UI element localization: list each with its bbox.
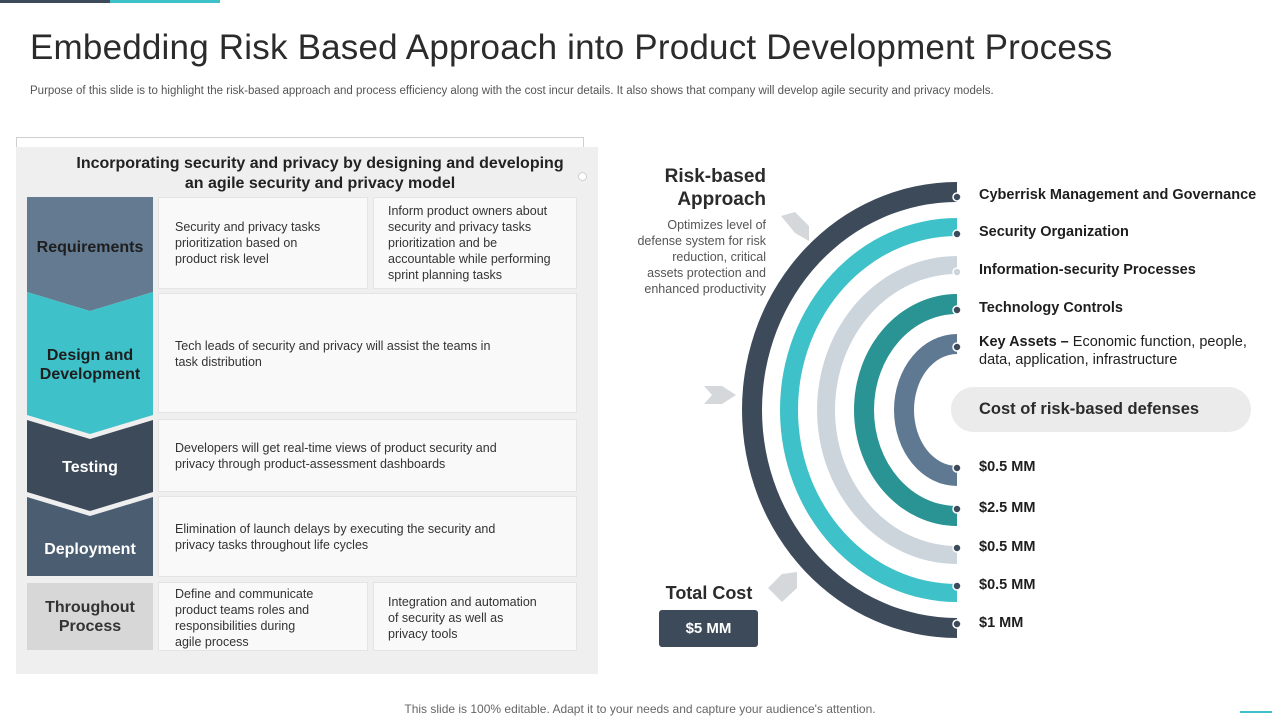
cell-text: Define and communicate — [175, 587, 314, 601]
panel-heading-line2: an agile security and privacy model — [184, 175, 456, 192]
layer-label-technology: Technology Controls — [979, 300, 1123, 316]
arc-infosec — [817, 256, 957, 564]
cell-throughout-b: Integration and automation of security a… — [373, 582, 577, 651]
cell-throughout-a: Define and communicate product teams rol… — [158, 582, 368, 651]
panel-heading-line1: Incorporating security and privacy by de… — [76, 155, 564, 172]
cell-text: sprint planning tasks — [388, 268, 502, 282]
cell-text: Tech leads of security and privacy will … — [175, 339, 491, 353]
stage-testing: Testing — [27, 446, 153, 488]
footer-accent-line — [1240, 711, 1272, 713]
desc-line: reduction, critical — [672, 250, 766, 264]
page-subtitle: Purpose of this slide is to highlight th… — [30, 85, 994, 97]
stage-throughout-label-2: Process — [58, 618, 122, 635]
stage-shape-design — [27, 292, 153, 434]
stage-requirements: Requirements — [27, 222, 153, 272]
cell-text: Developers will get real-time views of p… — [175, 441, 497, 455]
cell-text: prioritization and be — [388, 236, 498, 250]
cell-text: accountable while performing — [388, 252, 551, 266]
cell-text: privacy tasks throughout life cycles — [175, 538, 369, 552]
stage-testing-label: Testing — [62, 458, 118, 476]
layer-label-infosec: Information-security Processes — [979, 262, 1196, 278]
cost-heading-pill: Cost of risk-based defenses — [951, 387, 1251, 432]
cell-text: Elimination of launch delays by executin… — [175, 522, 496, 536]
arc-layers — [742, 182, 957, 638]
risk-based-title-2: Approach — [677, 189, 766, 210]
arc-dots — [952, 192, 962, 629]
desc-line: assets protection and — [647, 266, 766, 280]
panel-connector-dot — [578, 172, 587, 181]
arrow-icon — [704, 386, 736, 404]
desc-line: defense system for risk — [637, 234, 766, 248]
stage-design-label-2: Development — [39, 366, 141, 383]
arc-technology — [854, 294, 957, 526]
cost-label-5: $1 MM — [979, 615, 1024, 631]
total-cost-label: Total Cost — [665, 583, 753, 603]
cell-text: of security as well as — [388, 611, 504, 625]
cell-text: privacy through product-assessment dashb… — [175, 457, 446, 471]
footer-note: This slide is 100% editable. Adapt it to… — [404, 702, 876, 716]
layer-label-cyberrisk: Cyberrisk Management and Governance — [979, 187, 1257, 203]
cell-text: Inform product owners about — [388, 204, 548, 218]
cell-text: privacy tools — [388, 627, 458, 641]
stage-deployment: Deployment — [27, 528, 153, 570]
stage-deployment-label: Deployment — [44, 540, 136, 558]
cell-text: product teams roles and — [175, 603, 310, 617]
arrow-icon — [781, 212, 809, 241]
top-accent-dark — [0, 0, 110, 3]
cell-design: Tech leads of security and privacy will … — [158, 293, 577, 413]
arrow-icon — [768, 572, 797, 602]
cell-requirements-a: Security and privacy tasks prioritizatio… — [158, 197, 368, 289]
arc-key-assets — [894, 334, 957, 486]
cost-label-4: $0.5 MM — [979, 577, 1036, 593]
stage-design: Design and Development — [27, 340, 153, 390]
stage-shape-requirements — [27, 197, 153, 311]
layer-label-security-org: Security Organization — [979, 224, 1129, 240]
cell-text: task distribution — [175, 355, 262, 369]
cell-text: Security and privacy tasks — [175, 220, 321, 234]
desc-line: Optimizes level of — [667, 218, 766, 232]
cost-label-1: $0.5 MM — [979, 459, 1036, 475]
cell-text: agile process — [175, 635, 249, 649]
cell-text: product risk level — [175, 252, 269, 266]
cell-text: responsibilities during — [175, 619, 296, 633]
page-title: Embedding Risk Based Approach into Produ… — [30, 28, 1113, 67]
stage-shape-throughout — [27, 583, 153, 650]
stage-design-label-1: Design and — [46, 347, 134, 364]
stage-requirements-label: Requirements — [36, 238, 144, 256]
cell-text: security and privacy tasks — [388, 220, 532, 234]
cost-label-2: $2.5 MM — [979, 500, 1036, 516]
key-assets-desc: Economic function, people, data, applica… — [979, 334, 1247, 368]
panel-heading: Incorporating security and privacy by de… — [60, 154, 580, 194]
cost-label-3: $0.5 MM — [979, 539, 1036, 555]
cell-requirements-b: Inform product owners about security and… — [373, 197, 577, 289]
risk-based-description: Optimizes level of defense system for ri… — [620, 217, 766, 297]
desc-line: enhanced productivity — [644, 282, 766, 296]
stage-throughout-label-1: Throughout — [45, 599, 135, 616]
key-assets-title: Key Assets – — [979, 334, 1069, 350]
layer-label-key-assets: Key Assets – Economic function, people, … — [979, 333, 1264, 369]
cell-text: Integration and automation — [388, 595, 537, 609]
top-accent-teal — [110, 0, 220, 3]
stage-shape-deployment — [27, 497, 153, 576]
cell-text: prioritization based on — [175, 236, 298, 250]
cell-testing: Developers will get real-time views of p… — [158, 419, 577, 492]
stage-shape-testing — [27, 420, 153, 511]
total-cost-value: $5 MM — [659, 610, 758, 647]
risk-based-title: Risk-based Approach — [620, 165, 766, 211]
risk-based-title-1: Risk-based — [664, 166, 766, 187]
cell-deployment: Elimination of launch delays by executin… — [158, 496, 577, 577]
arc-cyberrisk — [742, 182, 957, 638]
stage-throughout: Throughout Process — [27, 592, 153, 642]
arc-security-org — [780, 218, 957, 602]
